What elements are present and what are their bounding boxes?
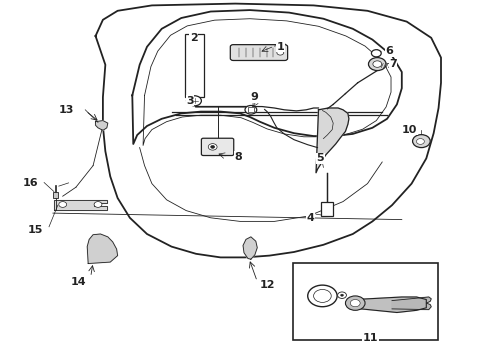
Text: 13: 13 — [58, 105, 74, 115]
Text: 1: 1 — [276, 42, 284, 52]
Circle shape — [373, 61, 382, 67]
Circle shape — [338, 292, 346, 298]
Polygon shape — [96, 4, 441, 257]
Polygon shape — [392, 297, 431, 310]
Circle shape — [368, 58, 386, 71]
Bar — [53, 192, 58, 198]
Circle shape — [416, 139, 424, 144]
Circle shape — [314, 289, 331, 302]
Bar — [248, 107, 254, 112]
Polygon shape — [87, 234, 118, 264]
Text: 14: 14 — [71, 276, 86, 287]
Text: 8: 8 — [234, 152, 242, 162]
Text: 10: 10 — [402, 125, 417, 135]
Text: 9: 9 — [251, 92, 259, 102]
Circle shape — [59, 202, 67, 207]
Text: 7: 7 — [389, 59, 397, 69]
Text: 3: 3 — [186, 96, 194, 106]
Polygon shape — [54, 200, 107, 210]
Polygon shape — [316, 108, 349, 173]
Circle shape — [413, 135, 430, 148]
Text: 5: 5 — [317, 153, 324, 163]
Text: 2: 2 — [190, 33, 197, 43]
Bar — [321, 202, 333, 216]
Circle shape — [245, 105, 257, 114]
FancyBboxPatch shape — [201, 138, 234, 156]
Circle shape — [350, 300, 360, 307]
Text: 12: 12 — [259, 280, 275, 290]
Text: 15: 15 — [28, 225, 44, 235]
Text: 4: 4 — [307, 213, 315, 223]
Polygon shape — [96, 121, 108, 130]
Bar — [293, 263, 438, 340]
Circle shape — [208, 144, 217, 150]
Circle shape — [188, 96, 201, 106]
Polygon shape — [132, 10, 402, 144]
Circle shape — [371, 50, 381, 57]
Polygon shape — [350, 297, 426, 312]
Text: 6: 6 — [386, 46, 393, 56]
Circle shape — [345, 296, 365, 310]
Bar — [185, 34, 204, 97]
Circle shape — [211, 145, 215, 148]
FancyBboxPatch shape — [230, 45, 288, 60]
Circle shape — [94, 202, 102, 207]
Text: 16: 16 — [23, 177, 38, 188]
Circle shape — [341, 294, 343, 296]
Circle shape — [308, 285, 337, 307]
Text: 11: 11 — [363, 333, 378, 343]
Circle shape — [277, 50, 284, 55]
Polygon shape — [243, 237, 257, 259]
